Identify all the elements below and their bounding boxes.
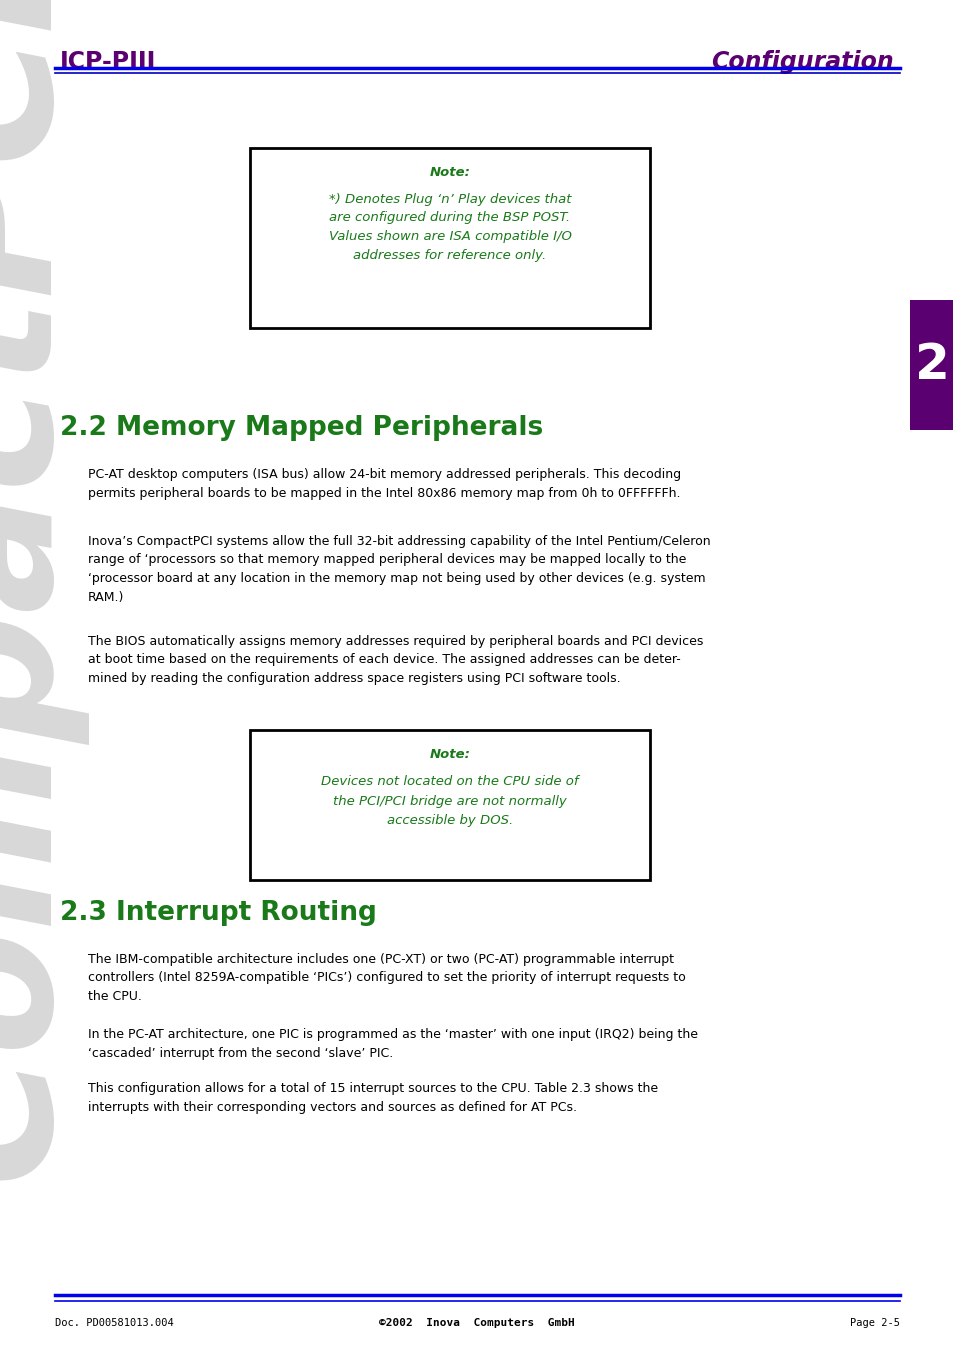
Bar: [250, 730, 649, 880]
Text: *) Denotes Plug ‘n’ Play devices that
are configured during the BSP POST.
Values: *) Denotes Plug ‘n’ Play devices that ar…: [328, 193, 571, 262]
Text: 2.2 Memory Mapped Peripherals: 2.2 Memory Mapped Peripherals: [60, 415, 542, 440]
Text: Page 2-5: Page 2-5: [849, 1319, 899, 1328]
Bar: [909, 300, 953, 430]
Text: This configuration allows for a total of 15 interrupt sources to the CPU. Table : This configuration allows for a total of…: [88, 1082, 658, 1113]
Text: In the PC-AT architecture, one PIC is programmed as the ‘master’ with one input : In the PC-AT architecture, one PIC is pr…: [88, 1028, 698, 1059]
Text: Inova’s CompactPCI systems allow the full 32-bit addressing capability of the In: Inova’s CompactPCI systems allow the ful…: [88, 535, 710, 604]
Text: PC-AT desktop computers (ISA bus) allow 24-bit memory addressed peripherals. Thi: PC-AT desktop computers (ISA bus) allow …: [88, 467, 680, 500]
Text: ©2002  Inova  Computers  GmbH: ©2002 Inova Computers GmbH: [378, 1319, 575, 1328]
Text: 2: 2: [914, 340, 948, 389]
Text: Configuration: Configuration: [711, 50, 893, 74]
Text: Doc. PD00581013.004: Doc. PD00581013.004: [55, 1319, 173, 1328]
Text: 2.3 Interrupt Routing: 2.3 Interrupt Routing: [60, 900, 376, 925]
Text: CompactPCI: CompactPCI: [0, 0, 83, 1181]
Text: ICP-PIII: ICP-PIII: [60, 50, 156, 74]
Bar: [250, 149, 649, 328]
Text: Note:: Note:: [429, 166, 470, 178]
Text: Devices not located on the CPU side of
the PCI/PCI bridge are not normally
acces: Devices not located on the CPU side of t…: [321, 775, 578, 827]
Text: The IBM-compatible architecture includes one (PC-XT) or two (PC-AT) programmable: The IBM-compatible architecture includes…: [88, 952, 685, 1002]
Text: The BIOS automatically assigns memory addresses required by peripheral boards an: The BIOS automatically assigns memory ad…: [88, 635, 702, 685]
Text: Note:: Note:: [429, 748, 470, 761]
